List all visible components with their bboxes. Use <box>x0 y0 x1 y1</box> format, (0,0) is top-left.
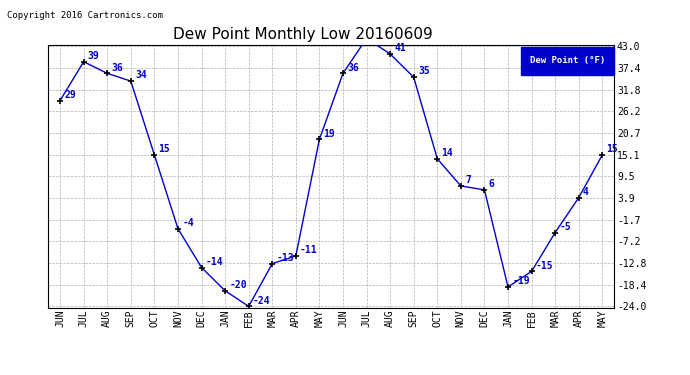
Text: -11: -11 <box>300 245 317 255</box>
Text: 15: 15 <box>607 144 618 154</box>
Text: 41: 41 <box>394 43 406 53</box>
Title: Dew Point Monthly Low 20160609: Dew Point Monthly Low 20160609 <box>173 27 433 42</box>
Text: -5: -5 <box>560 222 571 232</box>
Text: 6: 6 <box>489 179 495 189</box>
Text: Copyright 2016 Cartronics.com: Copyright 2016 Cartronics.com <box>7 11 163 20</box>
Text: -13: -13 <box>277 253 294 263</box>
Text: -20: -20 <box>229 280 247 290</box>
Text: -4: -4 <box>182 218 194 228</box>
Text: 34: 34 <box>135 70 147 80</box>
Text: -14: -14 <box>206 257 224 267</box>
Text: -24: -24 <box>253 296 270 306</box>
Text: -15: -15 <box>535 261 553 271</box>
Text: 45: 45 <box>0 374 1 375</box>
Text: 36: 36 <box>347 63 359 73</box>
Text: 7: 7 <box>465 175 471 185</box>
Text: 35: 35 <box>418 66 430 76</box>
Text: 39: 39 <box>88 51 99 61</box>
Text: 36: 36 <box>111 63 123 73</box>
Text: 14: 14 <box>442 148 453 158</box>
Text: 19: 19 <box>324 129 335 139</box>
Text: 15: 15 <box>159 144 170 154</box>
Text: 4: 4 <box>583 187 589 197</box>
Text: Dew Point (°F): Dew Point (°F) <box>530 57 605 65</box>
Text: 29: 29 <box>64 90 76 100</box>
Text: -19: -19 <box>512 276 530 286</box>
